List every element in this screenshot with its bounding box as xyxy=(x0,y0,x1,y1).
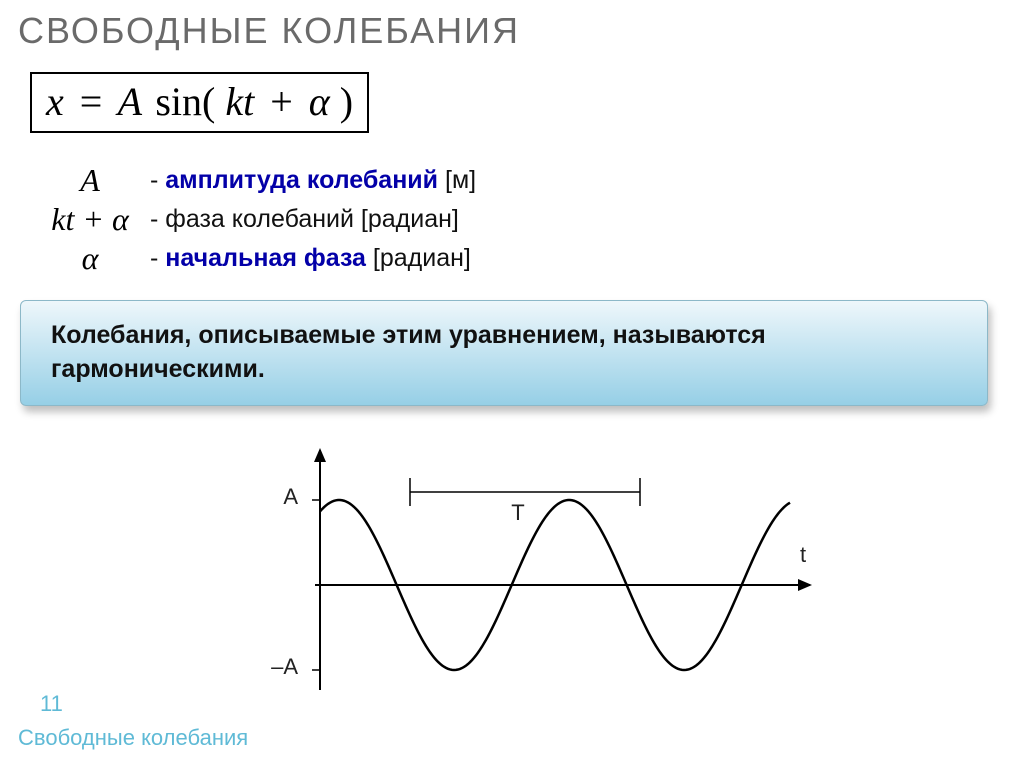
definition-text: - фаза колебаний [радиан] xyxy=(150,205,459,234)
svg-text:T: T xyxy=(511,500,524,525)
definition-text: - амплитуда колебаний [м] xyxy=(150,166,476,195)
eq-amp: A xyxy=(118,79,142,124)
definition-em: начальная фаза xyxy=(165,244,366,272)
footer-caption: Свободные колебания xyxy=(18,725,248,751)
equation-box: x = A sin( kt + α ) xyxy=(30,72,369,133)
definition-symbol: kt + α xyxy=(30,201,150,238)
eq-eq: = xyxy=(80,79,103,124)
definition-row: kt + α - фаза колебаний [радиан] xyxy=(30,201,476,238)
definition-rest: [радиан] xyxy=(366,244,471,272)
definition-text: - начальная фаза [радиан] xyxy=(150,244,471,273)
eq-alpha: α xyxy=(309,79,330,124)
definition-em: амплитуда колебаний xyxy=(165,166,438,194)
eq-close: ) xyxy=(340,79,353,124)
page-number: 11 xyxy=(40,691,63,717)
eq-var: x xyxy=(46,79,64,124)
eq-plus: + xyxy=(270,79,293,124)
definition-rest: [м] xyxy=(438,166,476,194)
definition-row: A - амплитуда колебаний [м] xyxy=(30,162,476,199)
definition-row: α - начальная фаза [радиан] xyxy=(30,240,476,277)
definition-rest: фаза колебаний [радиан] xyxy=(165,205,459,233)
svg-text:A: A xyxy=(283,484,298,509)
svg-text:t: t xyxy=(800,542,806,567)
eq-fn: sin( xyxy=(155,79,215,124)
eq-kt: kt xyxy=(225,79,254,124)
slide-title: СВОБОДНЫЕ КОЛЕБАНИЯ xyxy=(18,10,520,52)
harmonic-callout: Колебания, описываемые этим уравнением, … xyxy=(20,300,988,406)
svg-text:–A: –A xyxy=(271,654,298,679)
definitions-list: A - амплитуда колебаний [м] kt + α - фаз… xyxy=(30,160,476,279)
definition-symbol: α xyxy=(30,240,150,277)
sine-graph: A –A Tt xyxy=(260,440,820,700)
definition-symbol: A xyxy=(30,162,150,199)
